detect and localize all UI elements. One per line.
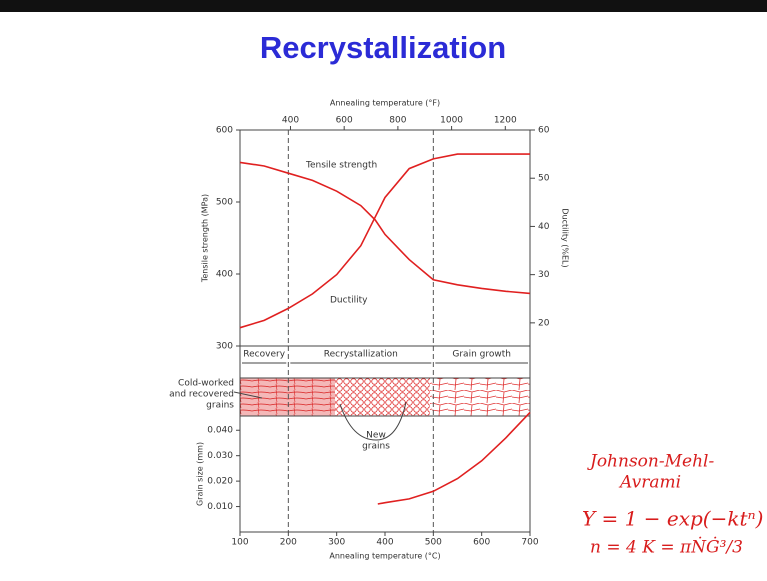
region-label: Grain growth xyxy=(452,350,511,360)
x2-tick-label: 600 xyxy=(336,116,353,126)
x2-axis-label: Annealing temperature (°F) xyxy=(330,99,440,108)
strip-label: New xyxy=(366,431,386,441)
x2-tick-label: 400 xyxy=(282,116,299,126)
y2-tick-label: 30 xyxy=(538,270,550,280)
data-line xyxy=(240,162,530,293)
y-tick-label: 0.040 xyxy=(207,426,233,436)
handwritten-note: Avrami xyxy=(618,473,681,493)
y2-tick-label: 60 xyxy=(538,126,550,136)
x2-tick-label: 1000 xyxy=(440,116,463,126)
top-bar xyxy=(0,0,767,12)
y2-tick-label: 50 xyxy=(538,174,550,184)
y2-axis-label: Ductility (%EL) xyxy=(561,208,570,267)
y-tick-label: 400 xyxy=(216,270,233,280)
y-tick-label: 0.030 xyxy=(207,451,233,461)
region-label: Recovery xyxy=(243,350,285,360)
region-label: Recrystallization xyxy=(324,350,398,360)
x-axis-label: Annealing temperature (°C) xyxy=(329,552,440,561)
strip-label: and recovered xyxy=(169,390,234,400)
plot-frame xyxy=(240,130,530,346)
handwritten-note: n = 4 K = πṄĠ³/3 xyxy=(590,537,743,558)
x2-tick-label: 1200 xyxy=(494,116,517,126)
x-tick-label: 200 xyxy=(280,538,297,548)
x-tick-label: 100 xyxy=(231,538,248,548)
strip-label: grains xyxy=(362,442,390,452)
y-tick-label: 600 xyxy=(216,126,233,136)
x-tick-label: 400 xyxy=(376,538,393,548)
y-tick-label: 0.020 xyxy=(207,477,233,487)
x-tick-label: 500 xyxy=(425,538,442,548)
y-tick-label: 300 xyxy=(216,342,233,352)
data-line xyxy=(240,154,530,328)
y-axis-label: Grain size (mm) xyxy=(196,442,205,506)
y-axis-label: Tensile strength (MPa) xyxy=(201,194,210,283)
x-tick-label: 700 xyxy=(521,538,538,548)
y-tick-label: 0.010 xyxy=(207,502,233,512)
data-line xyxy=(378,412,530,504)
y-tick-label: 500 xyxy=(216,198,233,208)
handwritten-note: Y = 1 − exp(−ktⁿ) xyxy=(582,507,763,531)
x-tick-label: 300 xyxy=(328,538,345,548)
strip-label: Cold-worked xyxy=(178,379,234,389)
slide: Recrystallization Cold-worked and recove… xyxy=(0,0,767,581)
strip-label: grains xyxy=(206,401,234,411)
series-label: Ductility xyxy=(330,296,368,306)
y2-tick-label: 20 xyxy=(538,318,550,328)
series-label: Tensile strength xyxy=(305,161,377,171)
handwritten-note: Johnson-Mehl- xyxy=(587,452,714,472)
y2-tick-label: 40 xyxy=(538,222,550,232)
x2-tick-label: 800 xyxy=(389,116,406,126)
slide-title: Recrystallization xyxy=(260,30,506,65)
x-tick-label: 600 xyxy=(473,538,490,548)
